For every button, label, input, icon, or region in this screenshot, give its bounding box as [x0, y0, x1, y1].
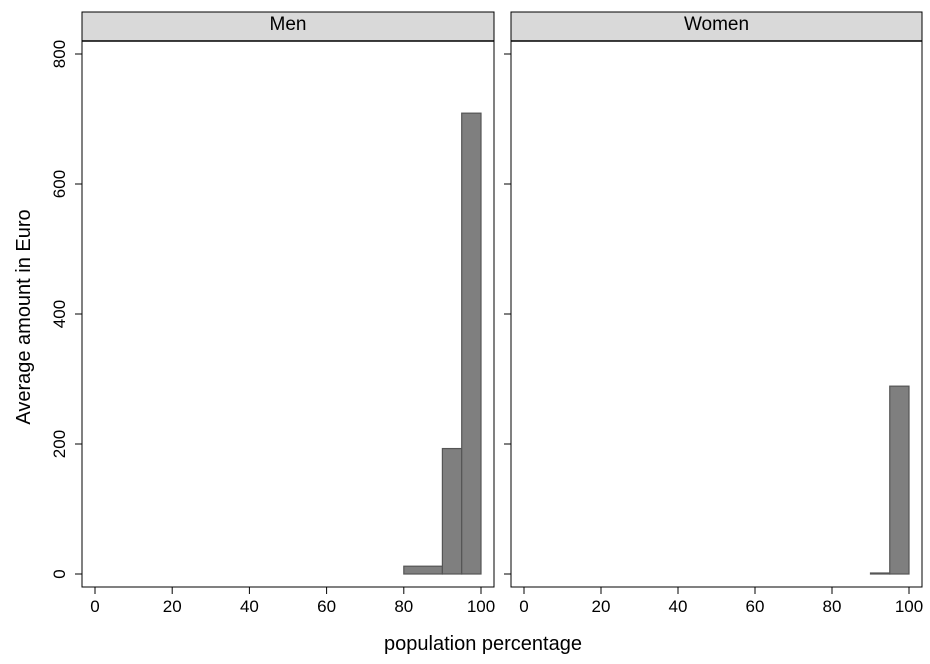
histogram-bar-men-1	[441, 447, 463, 575]
x-tick-label-women-20: 20	[592, 597, 611, 616]
x-axis-title: population percentage	[384, 633, 582, 655]
x-tick-label-women-40: 40	[669, 597, 688, 616]
x-tick-label-women-100: 100	[895, 597, 923, 616]
facet-strip-label-women: Women	[684, 14, 749, 35]
x-tick-label-men-80: 80	[394, 597, 413, 616]
facet-strip-label-men: Men	[270, 14, 307, 35]
x-tick-label-men-60: 60	[317, 597, 336, 616]
facet-strip-women	[510, 11, 923, 42]
y-tick-label-200: 200	[50, 430, 69, 458]
x-tick-label-men-0: 0	[90, 597, 99, 616]
y-axis-title: Average amount in Euro	[13, 209, 35, 424]
y-tick-label-600: 600	[50, 170, 69, 198]
x-tick-label-women-0: 0	[519, 597, 528, 616]
x-tick-label-men-100: 100	[467, 597, 495, 616]
x-tick-label-men-40: 40	[240, 597, 259, 616]
plot-frame-men	[81, 40, 495, 588]
plot-frame-women	[510, 40, 923, 588]
histogram-bar-women-1	[889, 385, 910, 575]
histogram-bar-men-0	[403, 565, 443, 575]
histogram-bar-men-2	[461, 112, 482, 575]
facet-strip-men	[81, 11, 495, 42]
x-tick-label-women-60: 60	[746, 597, 765, 616]
x-tick-label-men-20: 20	[163, 597, 182, 616]
x-tick-label-women-80: 80	[823, 597, 842, 616]
y-tick-label-0: 0	[50, 569, 69, 578]
histogram-bar-women-0	[869, 572, 891, 575]
y-tick-label-800: 800	[50, 40, 69, 68]
y-tick-label-400: 400	[50, 300, 69, 328]
